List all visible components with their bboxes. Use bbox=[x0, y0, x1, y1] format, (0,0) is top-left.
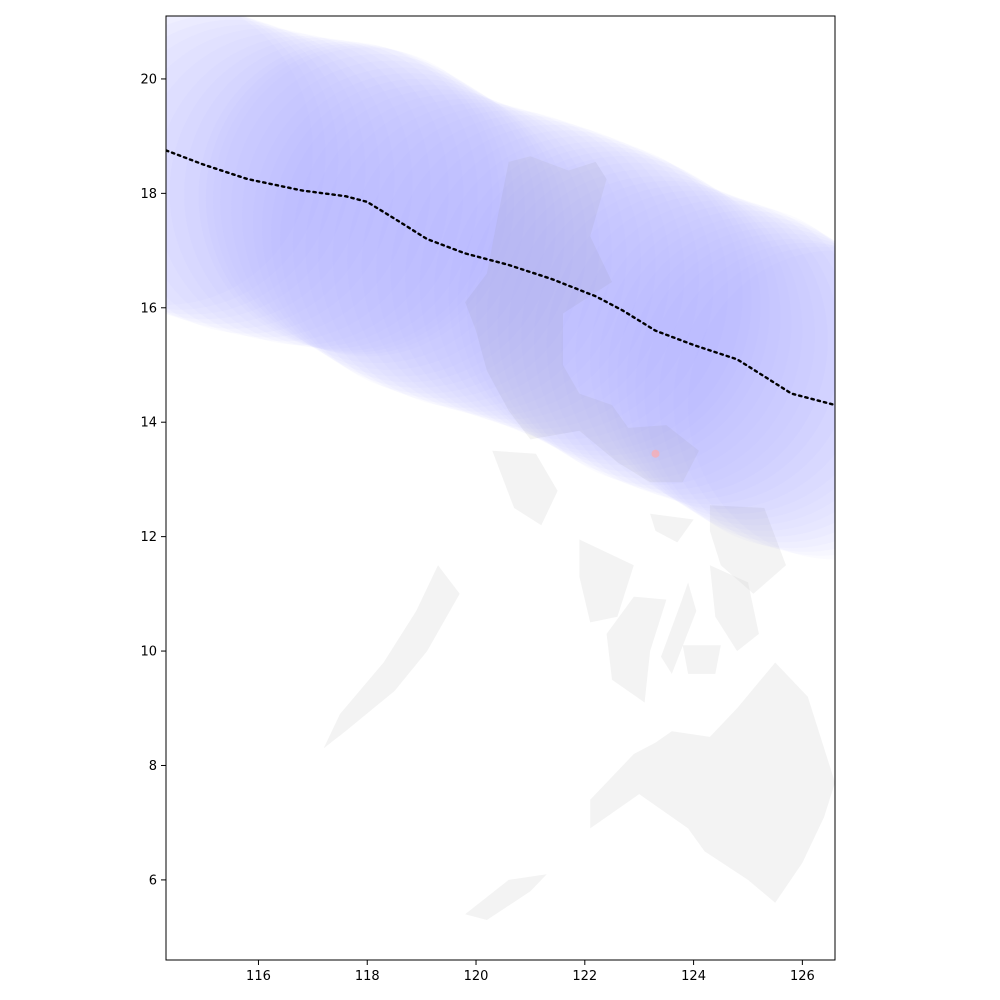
land-cebu bbox=[661, 582, 697, 674]
swath-circle bbox=[390, 119, 685, 429]
swath-circle bbox=[166, 32, 431, 342]
swath-circle bbox=[166, 16, 326, 310]
land-mindanao bbox=[590, 662, 835, 903]
swath-circle bbox=[590, 204, 835, 514]
land-luzon bbox=[465, 156, 699, 483]
y-tick-label: 6 bbox=[149, 873, 157, 888]
swath-circle bbox=[608, 216, 835, 526]
swath-circle bbox=[280, 84, 574, 394]
x-axis: 116 118 120 122 124 126 bbox=[246, 960, 815, 984]
x-tick-label: 120 bbox=[464, 969, 489, 984]
swath-circle bbox=[166, 16, 339, 315]
y-tick-label: 12 bbox=[140, 530, 157, 545]
x-tick-label: 116 bbox=[246, 969, 271, 984]
land-samar bbox=[709, 505, 786, 594]
swath-circle bbox=[166, 28, 413, 338]
swath-circle bbox=[635, 233, 835, 543]
swath-circle bbox=[688, 250, 835, 560]
y-tick-label: 10 bbox=[140, 645, 157, 660]
plot-frame bbox=[165, 15, 836, 961]
swath-circle bbox=[466, 151, 761, 461]
y-tick-label: 8 bbox=[149, 759, 157, 774]
swath-circle bbox=[231, 54, 525, 364]
swath-circle bbox=[166, 16, 366, 324]
swath-circle bbox=[617, 221, 835, 531]
swath-circle bbox=[599, 210, 835, 520]
x-tick-label: 122 bbox=[572, 969, 597, 984]
land-layer bbox=[323, 156, 835, 920]
land-bohol bbox=[682, 645, 721, 674]
swath-circle bbox=[575, 200, 835, 509]
storm-track-layer bbox=[166, 149, 835, 458]
wind-swath-layer bbox=[166, 16, 835, 560]
swath-circle bbox=[166, 16, 351, 320]
land-panay bbox=[579, 539, 634, 623]
y-tick-label: 20 bbox=[140, 72, 157, 87]
swath-circle bbox=[220, 47, 515, 357]
location-marker bbox=[651, 449, 660, 458]
swath-circle bbox=[626, 227, 835, 537]
y-tick-label: 14 bbox=[140, 416, 157, 431]
y-tick-label: 16 bbox=[140, 301, 157, 316]
swath-circle bbox=[166, 16, 313, 305]
swath-circle bbox=[184, 39, 478, 349]
swath-circle bbox=[347, 106, 642, 416]
storm-track-line bbox=[166, 149, 835, 407]
y-tick-label: 18 bbox=[140, 187, 157, 202]
y-axis: 6 8 10 12 14 16 18 20 bbox=[140, 72, 166, 888]
swath-circle bbox=[644, 239, 835, 549]
x-tick-label: 118 bbox=[355, 969, 380, 984]
swath-circle bbox=[292, 89, 587, 399]
swath-circle bbox=[659, 242, 835, 552]
swath-circle bbox=[166, 24, 395, 334]
land-masbate bbox=[650, 513, 694, 543]
x-tick-label: 124 bbox=[681, 969, 706, 984]
swath-circle bbox=[673, 246, 835, 556]
map-content bbox=[166, 16, 835, 920]
swath-circle bbox=[561, 195, 835, 505]
swath-circle bbox=[166, 19, 380, 329]
land-leyte bbox=[709, 565, 759, 652]
land-negros bbox=[606, 596, 667, 703]
land-palawan bbox=[323, 565, 460, 749]
land-mindoro bbox=[492, 450, 558, 526]
x-tick-label: 126 bbox=[790, 969, 815, 984]
plot-background bbox=[166, 16, 835, 960]
land-sulu bbox=[465, 874, 547, 920]
